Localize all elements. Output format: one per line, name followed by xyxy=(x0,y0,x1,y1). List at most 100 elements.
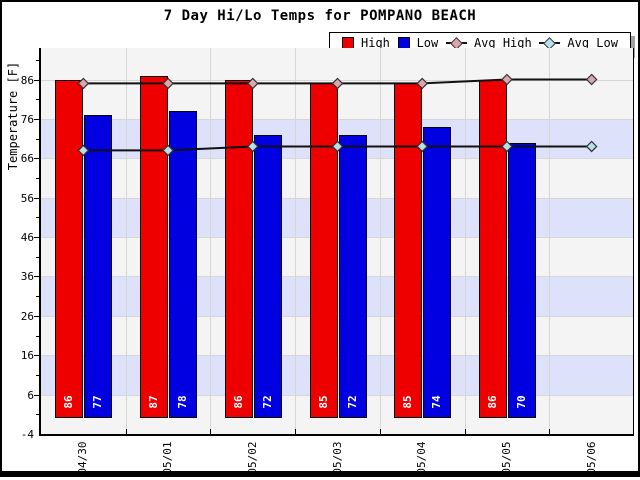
legend-item-high: High xyxy=(342,36,390,50)
x-major-tick xyxy=(210,429,212,434)
y-major-tick xyxy=(34,315,40,317)
bar-low xyxy=(169,111,198,419)
y-tick-label: 26 xyxy=(20,309,34,323)
bar-high xyxy=(394,83,423,419)
alt-band xyxy=(41,276,634,316)
y-major-tick xyxy=(34,394,40,396)
x-major-tick xyxy=(549,429,551,434)
y-tick-label: -4 xyxy=(20,428,34,441)
y-major-tick xyxy=(34,79,40,81)
h-gridline xyxy=(41,394,634,396)
alt-band xyxy=(41,197,634,238)
v-gridline xyxy=(125,48,127,434)
right-border-line xyxy=(633,48,634,434)
y-minor-tick xyxy=(36,256,40,258)
y-tick-label: 76 xyxy=(20,112,34,126)
x-tick-label: 04/30 xyxy=(76,441,90,475)
bar-high xyxy=(224,79,253,419)
h-gridline xyxy=(41,315,634,317)
y-minor-tick xyxy=(36,374,40,376)
bar-high-value: 85 xyxy=(316,395,330,409)
legend-label-low: Low xyxy=(416,36,439,50)
x-axis-line xyxy=(39,434,634,436)
y-minor-tick xyxy=(36,296,40,298)
bar-high-value: 86 xyxy=(231,395,245,409)
legend-item-avg-high: Avg High xyxy=(445,36,532,50)
bar-high xyxy=(55,79,84,419)
x-tick-label: 05/06 xyxy=(584,441,598,475)
h-gridline xyxy=(41,276,634,278)
x-tick-label: 05/04 xyxy=(415,441,429,475)
legend-label-avg-low: Avg Low xyxy=(567,36,618,50)
v-gridline xyxy=(295,48,297,434)
h-gridline xyxy=(41,197,634,199)
y-major-tick xyxy=(34,197,40,199)
h-gridline xyxy=(41,237,634,239)
h-gridline xyxy=(41,355,634,357)
avg-low-marker-icon xyxy=(539,36,561,50)
y-tick-label: 86 xyxy=(20,73,34,87)
y-minor-tick xyxy=(36,414,40,416)
y-major-tick xyxy=(34,118,40,120)
bar-low xyxy=(423,126,452,419)
bar-high xyxy=(309,83,338,419)
y-tick-label: 36 xyxy=(20,270,34,284)
y-major-tick xyxy=(34,158,40,160)
bar-low xyxy=(338,134,367,419)
y-tick-label: 56 xyxy=(20,191,34,205)
legend-item-low: Low xyxy=(397,36,439,50)
y-minor-tick xyxy=(36,217,40,219)
bar-low-value: 70 xyxy=(514,395,528,409)
v-gridline xyxy=(210,48,212,434)
y-major-tick xyxy=(34,276,40,278)
bar-high-value: 86 xyxy=(485,395,499,409)
x-tick-label: 05/02 xyxy=(245,441,259,475)
y-minor-tick xyxy=(36,138,40,140)
y-major-tick xyxy=(34,355,40,357)
y-tick-label: 66 xyxy=(20,152,34,166)
y-tick-label: 6 xyxy=(27,388,34,402)
v-gridline xyxy=(379,48,381,434)
alt-band xyxy=(41,355,634,395)
legend-label-avg-high: Avg High xyxy=(473,36,532,50)
bar-low-value: 77 xyxy=(91,395,105,409)
bar-low-value: 74 xyxy=(430,395,444,409)
x-major-tick xyxy=(295,429,297,434)
x-major-tick xyxy=(379,429,381,434)
v-gridline xyxy=(464,48,466,434)
y-major-tick xyxy=(34,237,40,239)
legend-label-high: High xyxy=(361,36,390,50)
bar-low-value: 78 xyxy=(176,395,190,409)
bar-high-value: 87 xyxy=(147,395,161,409)
x-tick-label: 05/05 xyxy=(499,441,513,475)
v-gridline xyxy=(549,48,551,434)
avg-high-marker-icon xyxy=(445,36,467,50)
h-gridline xyxy=(41,158,634,160)
h-gridline xyxy=(41,118,634,120)
bar-high-value: 85 xyxy=(401,395,415,409)
x-tick-label: 05/01 xyxy=(161,441,175,475)
bar-low xyxy=(253,134,282,419)
bar-high-value: 86 xyxy=(62,395,76,409)
y-minor-tick xyxy=(36,335,40,337)
bar-high xyxy=(478,79,507,419)
y-tick-label: 46 xyxy=(20,231,34,245)
bar-low xyxy=(507,142,536,419)
h-gridline xyxy=(41,79,634,81)
alt-band xyxy=(41,118,634,159)
chart-title: 7 Day Hi/Lo Temps for POMPANO BEACH xyxy=(163,8,477,24)
x-major-tick xyxy=(125,429,127,434)
y-tick-label: 16 xyxy=(20,349,34,363)
y-minor-tick xyxy=(36,59,40,61)
x-major-tick xyxy=(464,429,466,434)
bar-high xyxy=(140,75,169,419)
y-axis-line xyxy=(39,48,41,436)
legend-item-avg-low: Avg Low xyxy=(539,36,618,50)
bar-low xyxy=(84,114,113,419)
x-tick-label: 05/03 xyxy=(330,441,344,475)
y-minor-tick xyxy=(36,177,40,179)
bar-low-value: 72 xyxy=(345,395,359,409)
bar-low-value: 72 xyxy=(260,395,274,409)
